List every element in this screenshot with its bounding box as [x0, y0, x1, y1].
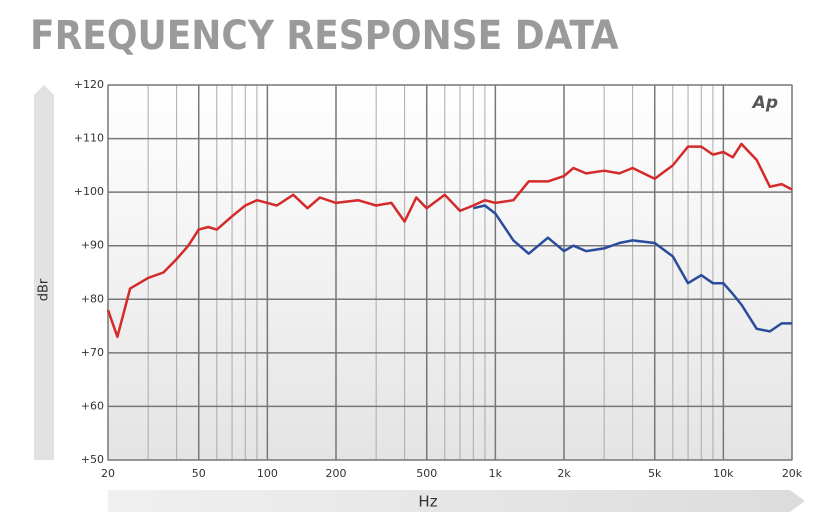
y-tick-label: +50 — [81, 453, 104, 466]
chart-title: FREQUENCY RESPONSE DATA — [30, 13, 619, 59]
x-tick-label: 20k — [782, 467, 803, 480]
x-tick-label: 500 — [416, 467, 437, 480]
y-tick-label: +60 — [81, 399, 104, 412]
y-tick-label: +70 — [81, 346, 104, 359]
y-axis-bar — [34, 85, 54, 460]
x-tick-label: 5k — [648, 467, 662, 480]
x-tick-label: 1k — [489, 467, 503, 480]
x-tick-label: 200 — [326, 467, 347, 480]
x-tick-label: 20 — [101, 467, 115, 480]
x-tick-label: 100 — [257, 467, 278, 480]
y-tick-label: +90 — [81, 239, 104, 252]
y-tick-label: +80 — [81, 292, 104, 305]
line-series — [473, 204, 792, 333]
x-tick-label: 50 — [192, 467, 206, 480]
x-tick-label: 2k — [557, 467, 571, 480]
x-axis-bar — [108, 490, 805, 512]
y-tick-label: +120 — [74, 78, 104, 91]
logo: Ap — [751, 93, 778, 113]
line-series — [106, 142, 793, 339]
y-tick-label: +110 — [74, 132, 104, 145]
x-axis-label: Hz — [418, 493, 437, 511]
plot-area — [107, 84, 793, 461]
x-tick-label: 10k — [713, 467, 734, 480]
y-axis-label: dBr — [37, 278, 52, 301]
y-tick-label: +100 — [74, 185, 104, 198]
